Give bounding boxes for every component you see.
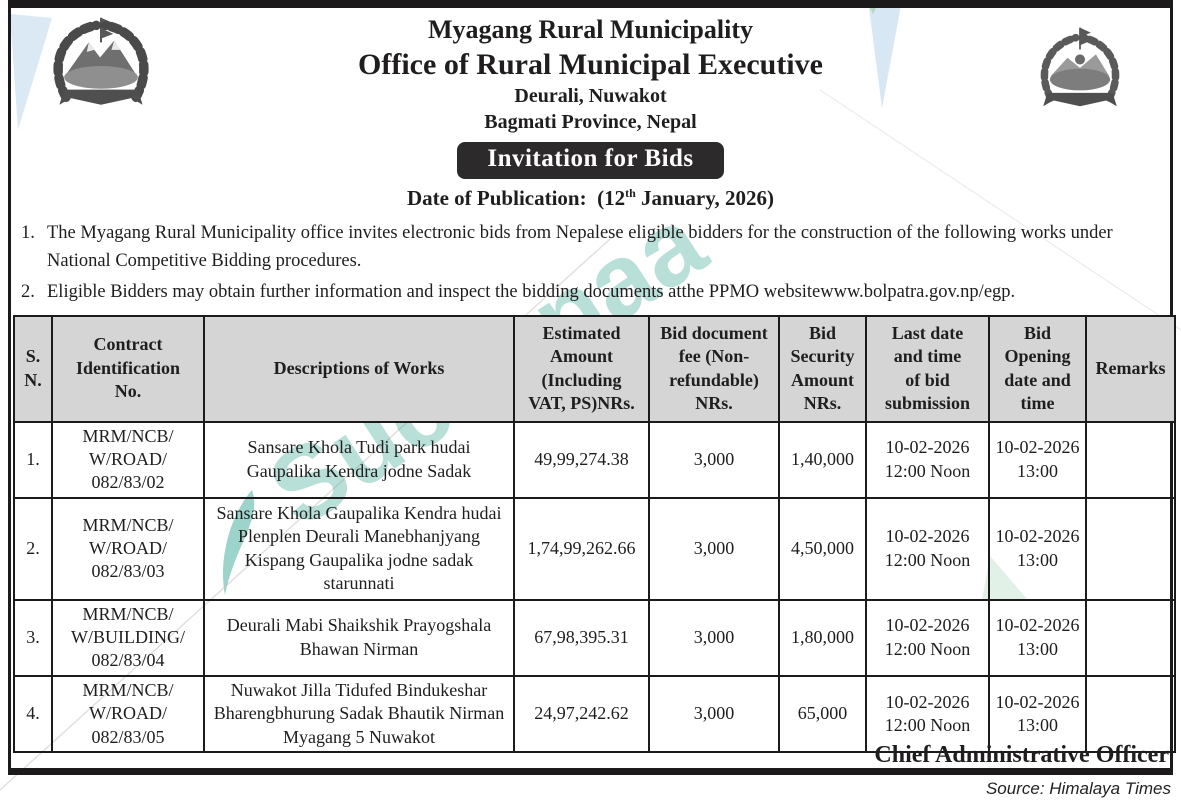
cell-submission: 10-02-2026 12:00 Noon	[865, 420, 990, 499]
cell-sn: 2.	[13, 496, 53, 601]
cell-remarks	[1085, 674, 1176, 754]
note-2: 2. Eligible Bidders may obtain further i…	[17, 278, 1164, 307]
cell-estimated-amount: 24,97,242.62	[513, 674, 650, 754]
cell-bid-fee: 3,000	[648, 674, 780, 754]
col-header-bid-security: Bid Security Amount NRs.	[778, 314, 867, 423]
note-1: 1. The Myagang Rural Municipality office…	[17, 219, 1164, 276]
cell-description: Sansare Khola Gaupalika Kendra hudai Ple…	[203, 496, 515, 601]
cell-remarks	[1085, 420, 1176, 499]
cell-opening: 10-02-2026 13:00	[988, 598, 1087, 677]
cell-submission: 10-02-2026 12:00 Noon	[865, 674, 990, 754]
col-header-sn: S. N.	[13, 314, 53, 423]
source-credit: Source: Himalaya Times	[985, 779, 1171, 798]
cell-sn: 3.	[13, 598, 53, 677]
table-row: 4. MRM/NCB/ W/ROAD/ 082/83/05 Nuwakot Ji…	[13, 674, 1176, 754]
document-frame: Myagang Rural Municipality Office of Rur…	[8, 0, 1176, 775]
col-header-submission: Last date and time of bid submission	[865, 314, 990, 423]
note-1-text: The Myagang Rural Municipality office in…	[47, 222, 1113, 272]
cell-contract-id: MRM/NCB/ W/ROAD/ 082/83/03	[51, 496, 205, 601]
banner-wrap: Invitation for Bids	[181, 141, 1000, 179]
cell-estimated-amount: 1,74,99,262.66	[513, 496, 650, 601]
publication-prefix: Date of Publication: (12	[406, 185, 626, 210]
title-block: Myagang Rural Municipality Office of Rur…	[181, 14, 1000, 211]
cell-description: Nuwakot Jilla Tidufed Bindukeshar Bharen…	[203, 674, 515, 754]
notes-section: 1. The Myagang Rural Municipality office…	[11, 211, 1170, 313]
cell-opening: 10-02-2026 13:00	[988, 420, 1087, 499]
bids-table: S. N. Contract Identification No. Descri…	[13, 314, 1176, 754]
cell-description: Sansare Khola Tudi park hudai Gaupalika …	[203, 420, 515, 499]
address-line-1: Deurali, Nuwakot	[514, 84, 667, 107]
publication-suffix: January, 2026)	[635, 185, 775, 210]
address-line-2: Bagmati Province, Nepal	[484, 110, 697, 133]
cell-bid-security: 4,50,000	[778, 496, 867, 601]
cell-opening: 10-02-2026 13:00	[988, 496, 1087, 601]
invitation-banner: Invitation for Bids	[457, 141, 724, 179]
cell-contract-id: MRM/NCB/ W/ROAD/ 082/83/05	[51, 674, 205, 754]
cell-bid-fee: 3,000	[648, 420, 780, 499]
cell-description: Deurali Mabi Shaikshik Prayogshala Bhawa…	[203, 598, 515, 677]
cell-contract-id: MRM/NCB/ W/BUILDING/ 082/83/04	[51, 598, 205, 677]
note-2-number: 2.	[21, 281, 35, 302]
municipality-name: Myagang Rural Municipality	[427, 15, 753, 44]
table-row: 3. MRM/NCB/ W/BUILDING/ 082/83/04 Deural…	[13, 598, 1176, 677]
nepal-emblem-graphic	[53, 17, 149, 105]
nepal-emblem-icon	[21, 14, 181, 118]
publication-ordinal: th	[625, 185, 636, 200]
cell-submission: 10-02-2026 12:00 Noon	[865, 598, 990, 677]
publication-date: Date of Publication: (12th January, 2026…	[181, 186, 1000, 211]
col-header-opening: Bid Opening date and time	[988, 314, 1087, 423]
cell-bid-security: 1,40,000	[778, 420, 867, 499]
cell-estimated-amount: 67,98,395.31	[513, 598, 650, 677]
document-header: Myagang Rural Municipality Office of Rur…	[11, 8, 1170, 211]
col-header-remarks: Remarks	[1085, 314, 1176, 423]
col-header-bid-fee: Bid document fee (Non- refundable) NRs.	[648, 314, 780, 423]
col-header-contract-id: Contract Identification No.	[51, 314, 205, 423]
col-header-estimated-amount: Estimated Amount (Including VAT, PS)NRs.	[513, 314, 650, 423]
cell-opening: 10-02-2026 13:00	[988, 674, 1087, 754]
office-name: Office of Rural Municipal Executive	[358, 47, 823, 81]
municipality-emblem-graphic	[1040, 27, 1120, 107]
cell-contract-id: MRM/NCB/ W/ROAD/ 082/83/02	[51, 420, 205, 499]
municipality-emblem-icon	[1000, 14, 1160, 118]
cell-remarks	[1085, 598, 1176, 677]
cell-bid-security: 65,000	[778, 674, 867, 754]
table-row: 1. MRM/NCB/ W/ROAD/ 082/83/02 Sansare Kh…	[13, 420, 1176, 499]
cell-sn: 4.	[13, 674, 53, 754]
cell-sn: 1.	[13, 420, 53, 499]
cell-estimated-amount: 49,99,274.38	[513, 420, 650, 499]
cell-bid-fee: 3,000	[648, 496, 780, 601]
bids-table-wrap: S. N. Contract Identification No. Descri…	[11, 313, 1176, 754]
cell-remarks	[1085, 496, 1176, 601]
table-row: 2. MRM/NCB/ W/ROAD/ 082/83/03 Sansare Kh…	[13, 496, 1176, 601]
cell-submission: 10-02-2026 12:00 Noon	[865, 496, 990, 601]
signature-title: Chief Administrative Officer	[874, 742, 1169, 768]
table-header-row: S. N. Contract Identification No. Descri…	[13, 314, 1176, 423]
note-2-text: Eligible Bidders may obtain further info…	[47, 281, 1016, 302]
cell-bid-fee: 3,000	[648, 598, 780, 677]
col-header-description: Descriptions of Works	[203, 314, 515, 423]
note-1-number: 1.	[21, 222, 35, 243]
cell-bid-security: 1,80,000	[778, 598, 867, 677]
